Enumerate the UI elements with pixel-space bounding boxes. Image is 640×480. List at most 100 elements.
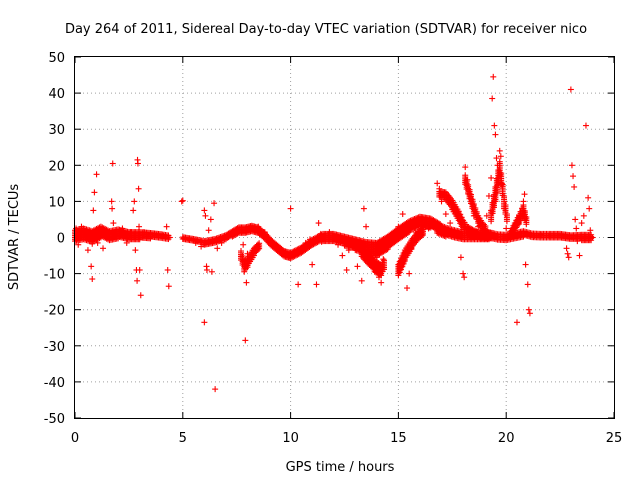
data-point — [451, 227, 458, 234]
data-point — [233, 226, 240, 233]
data-point — [582, 122, 589, 129]
data-point — [378, 279, 385, 286]
data-point — [496, 147, 503, 154]
data-point — [466, 191, 473, 198]
data-point — [563, 245, 570, 252]
data-point — [128, 229, 135, 236]
data-point — [178, 198, 185, 205]
data-point — [447, 220, 454, 227]
data-point — [485, 192, 492, 199]
data-point — [278, 250, 285, 257]
data-point — [475, 223, 482, 230]
data-point — [501, 205, 508, 212]
data-point — [523, 221, 530, 228]
data-point — [573, 225, 580, 232]
data-point — [494, 162, 501, 169]
data-point — [588, 237, 595, 244]
data-point — [180, 235, 187, 242]
y-tick-label: 10 — [48, 195, 65, 210]
data-point — [531, 232, 538, 239]
data-point — [358, 277, 365, 284]
x-tick-label: 20 — [498, 431, 515, 446]
data-point — [115, 232, 122, 239]
data-point — [350, 243, 357, 250]
data-point — [564, 250, 571, 257]
data-point — [91, 189, 98, 196]
data-point — [479, 230, 486, 237]
data-point — [490, 204, 497, 211]
data-point — [416, 221, 423, 228]
data-point — [522, 261, 529, 268]
data-point — [294, 248, 301, 255]
data-point — [295, 281, 302, 288]
data-point — [317, 230, 324, 237]
data-point — [429, 223, 436, 230]
data-point — [524, 281, 531, 288]
data-point — [436, 185, 443, 192]
data-point — [134, 277, 141, 284]
x-axis-label: GPS time / hours — [286, 460, 395, 475]
data-point — [81, 230, 88, 237]
data-point — [75, 241, 82, 248]
data-point — [399, 263, 406, 270]
data-point — [438, 198, 445, 205]
data-point — [212, 386, 219, 393]
data-point — [491, 122, 498, 129]
y-tick-label: -50 — [44, 412, 65, 427]
data-point — [400, 260, 407, 267]
data-point — [457, 254, 464, 261]
y-tick-label: 20 — [48, 159, 65, 174]
data-series-sdtvar — [72, 73, 596, 393]
data-point — [497, 153, 504, 160]
data-point — [309, 261, 316, 268]
data-point — [442, 211, 449, 218]
data-point — [131, 198, 138, 205]
data-point — [94, 239, 101, 246]
data-point — [137, 292, 144, 299]
data-point — [93, 171, 100, 178]
x-tick-label: 0 — [71, 431, 79, 446]
data-point — [198, 243, 205, 250]
data-point — [507, 230, 514, 237]
data-point — [207, 216, 214, 223]
data-point — [481, 225, 488, 232]
chart-title: Day 264 of 2011, Sidereal Day-to-day VTE… — [65, 22, 587, 37]
data-point — [404, 285, 411, 292]
data-point — [396, 269, 403, 276]
data-point — [313, 281, 320, 288]
data-point — [513, 224, 520, 231]
data-point — [517, 217, 524, 224]
data-point — [160, 232, 167, 239]
data-point — [399, 211, 406, 218]
data-point — [516, 220, 523, 227]
data-point — [520, 233, 527, 240]
data-point — [123, 239, 130, 246]
y-tick-label: -30 — [44, 340, 65, 355]
data-point — [578, 220, 585, 227]
x-tick-label: 25 — [606, 431, 623, 446]
data-point — [418, 233, 425, 240]
data-point — [218, 239, 225, 246]
data-point — [211, 200, 218, 207]
data-point — [109, 160, 116, 167]
data-point — [493, 155, 500, 162]
x-axis-ticks: 0 5 10 15 20 25 — [71, 57, 622, 446]
data-point — [109, 205, 116, 212]
data-point — [136, 266, 143, 273]
data-point — [222, 236, 229, 243]
data-point — [164, 266, 171, 273]
data-point — [92, 232, 99, 239]
data-point — [574, 238, 581, 245]
data-point — [315, 220, 322, 227]
data-point — [404, 229, 411, 236]
data-point — [520, 198, 527, 205]
data-point — [488, 174, 495, 181]
y-tick-label: 40 — [48, 87, 65, 102]
data-point — [202, 212, 209, 219]
data-point — [567, 86, 574, 93]
data-point — [326, 229, 333, 236]
data-point — [119, 225, 126, 232]
data-point — [179, 197, 186, 204]
data-point — [585, 194, 592, 201]
data-point — [492, 198, 499, 205]
